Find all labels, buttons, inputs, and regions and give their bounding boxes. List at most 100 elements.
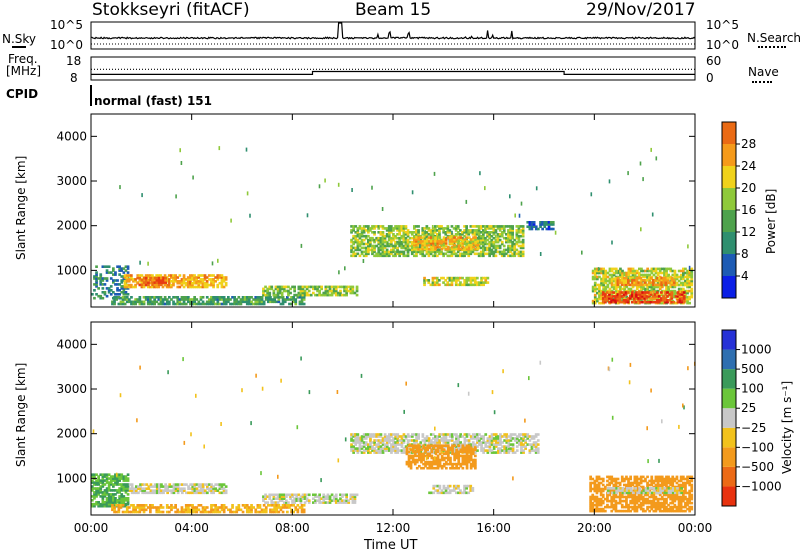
power-cell (193, 281, 196, 285)
power-cell (352, 240, 355, 244)
power-cell (665, 289, 668, 293)
velocity-cell (126, 483, 130, 486)
power-cell (144, 279, 148, 282)
power-cell (107, 287, 111, 290)
velocity-cell (471, 460, 475, 464)
power-cell (451, 238, 454, 241)
velocity-cell (153, 485, 157, 488)
velocity-cell (130, 510, 133, 514)
power-cell (371, 227, 374, 230)
velocity-cell (362, 449, 366, 452)
power-cell (241, 300, 245, 304)
power-cell (600, 281, 603, 285)
power-cell (465, 281, 469, 284)
power-cell (442, 254, 445, 258)
velocity-cell (199, 491, 203, 495)
power-cell (488, 244, 491, 248)
velocity-cell (620, 493, 624, 497)
power-cell (654, 289, 658, 293)
power-cell (293, 293, 296, 297)
velocity-cell (442, 439, 446, 442)
velocity-cell (494, 445, 498, 448)
velocity-cell (222, 504, 226, 507)
power-cell (429, 250, 433, 254)
velocity-cell (595, 477, 599, 481)
velocity-cell (424, 446, 427, 450)
power-cell (214, 280, 217, 283)
velocity-cell (591, 495, 595, 499)
power-cell (612, 279, 616, 283)
power-cell (626, 297, 630, 300)
velocity-cell (114, 481, 117, 484)
power-cell (608, 273, 612, 277)
velocity-cell (589, 509, 592, 513)
power-cell (643, 283, 647, 287)
power-cell (275, 300, 279, 304)
power-cell (146, 296, 150, 299)
velocity-cell (121, 504, 125, 507)
velocity-cell (444, 437, 448, 440)
power-cell (328, 287, 332, 291)
velocity-cell (465, 452, 469, 456)
velocity-cell (413, 460, 417, 464)
power-cell (273, 296, 276, 299)
velocity-cell (530, 437, 534, 440)
velocity-cell (620, 503, 624, 507)
power-cell (618, 297, 622, 300)
power-cell (379, 240, 383, 244)
velocity-cell (214, 487, 218, 490)
power-cell (390, 229, 393, 232)
power-cell (436, 233, 439, 236)
velocity-cell (199, 483, 203, 486)
velocity-cell (606, 499, 609, 503)
velocity-cell (418, 456, 421, 460)
power-cell (400, 242, 404, 246)
velocity-data (91, 356, 696, 514)
velocity-cell (484, 449, 488, 452)
velocity-cell (377, 447, 381, 450)
power-cell (419, 243, 423, 247)
power-cell (492, 242, 496, 246)
velocity-cell (107, 493, 111, 496)
power-cell (191, 278, 194, 281)
velocity-cell (411, 454, 415, 458)
velocity-cell (130, 485, 134, 488)
velocity-cell (328, 495, 332, 498)
power-cell (205, 300, 209, 304)
power-cell (218, 281, 222, 285)
velocity-cell (189, 483, 192, 486)
velocity-cell (145, 491, 149, 495)
power-cell (387, 227, 391, 230)
velocity-cell (135, 487, 138, 490)
velocity-cell (118, 479, 121, 482)
power-cell (124, 269, 128, 272)
power-cell (492, 233, 496, 236)
velocity-cell (155, 491, 159, 495)
power-cell (463, 231, 466, 234)
velocity-cell (474, 458, 477, 462)
velocity-cell (105, 489, 109, 492)
power-cell (119, 300, 123, 304)
velocity-cell (599, 503, 603, 507)
power-cell (174, 296, 177, 299)
velocity-cell (101, 475, 105, 478)
velocity-cell (112, 483, 115, 486)
power-cell (165, 283, 169, 287)
velocity-cell (436, 450, 440, 454)
velocity-cell (116, 481, 119, 484)
velocity-cell (157, 506, 161, 509)
velocity-cell (465, 484, 468, 488)
velocity-cell (405, 450, 409, 454)
power-cell (482, 236, 485, 240)
power-cell (427, 250, 431, 254)
velocity-cell (469, 466, 473, 470)
velocity-cell (222, 487, 226, 490)
velocity-cell (459, 443, 462, 446)
velocity-cell (134, 506, 137, 509)
power-cell (413, 243, 416, 247)
velocity-cell (113, 510, 116, 514)
power-cell (648, 273, 652, 277)
velocity-cell (618, 501, 622, 505)
velocity-cell (224, 491, 228, 495)
power-cell (147, 283, 150, 287)
